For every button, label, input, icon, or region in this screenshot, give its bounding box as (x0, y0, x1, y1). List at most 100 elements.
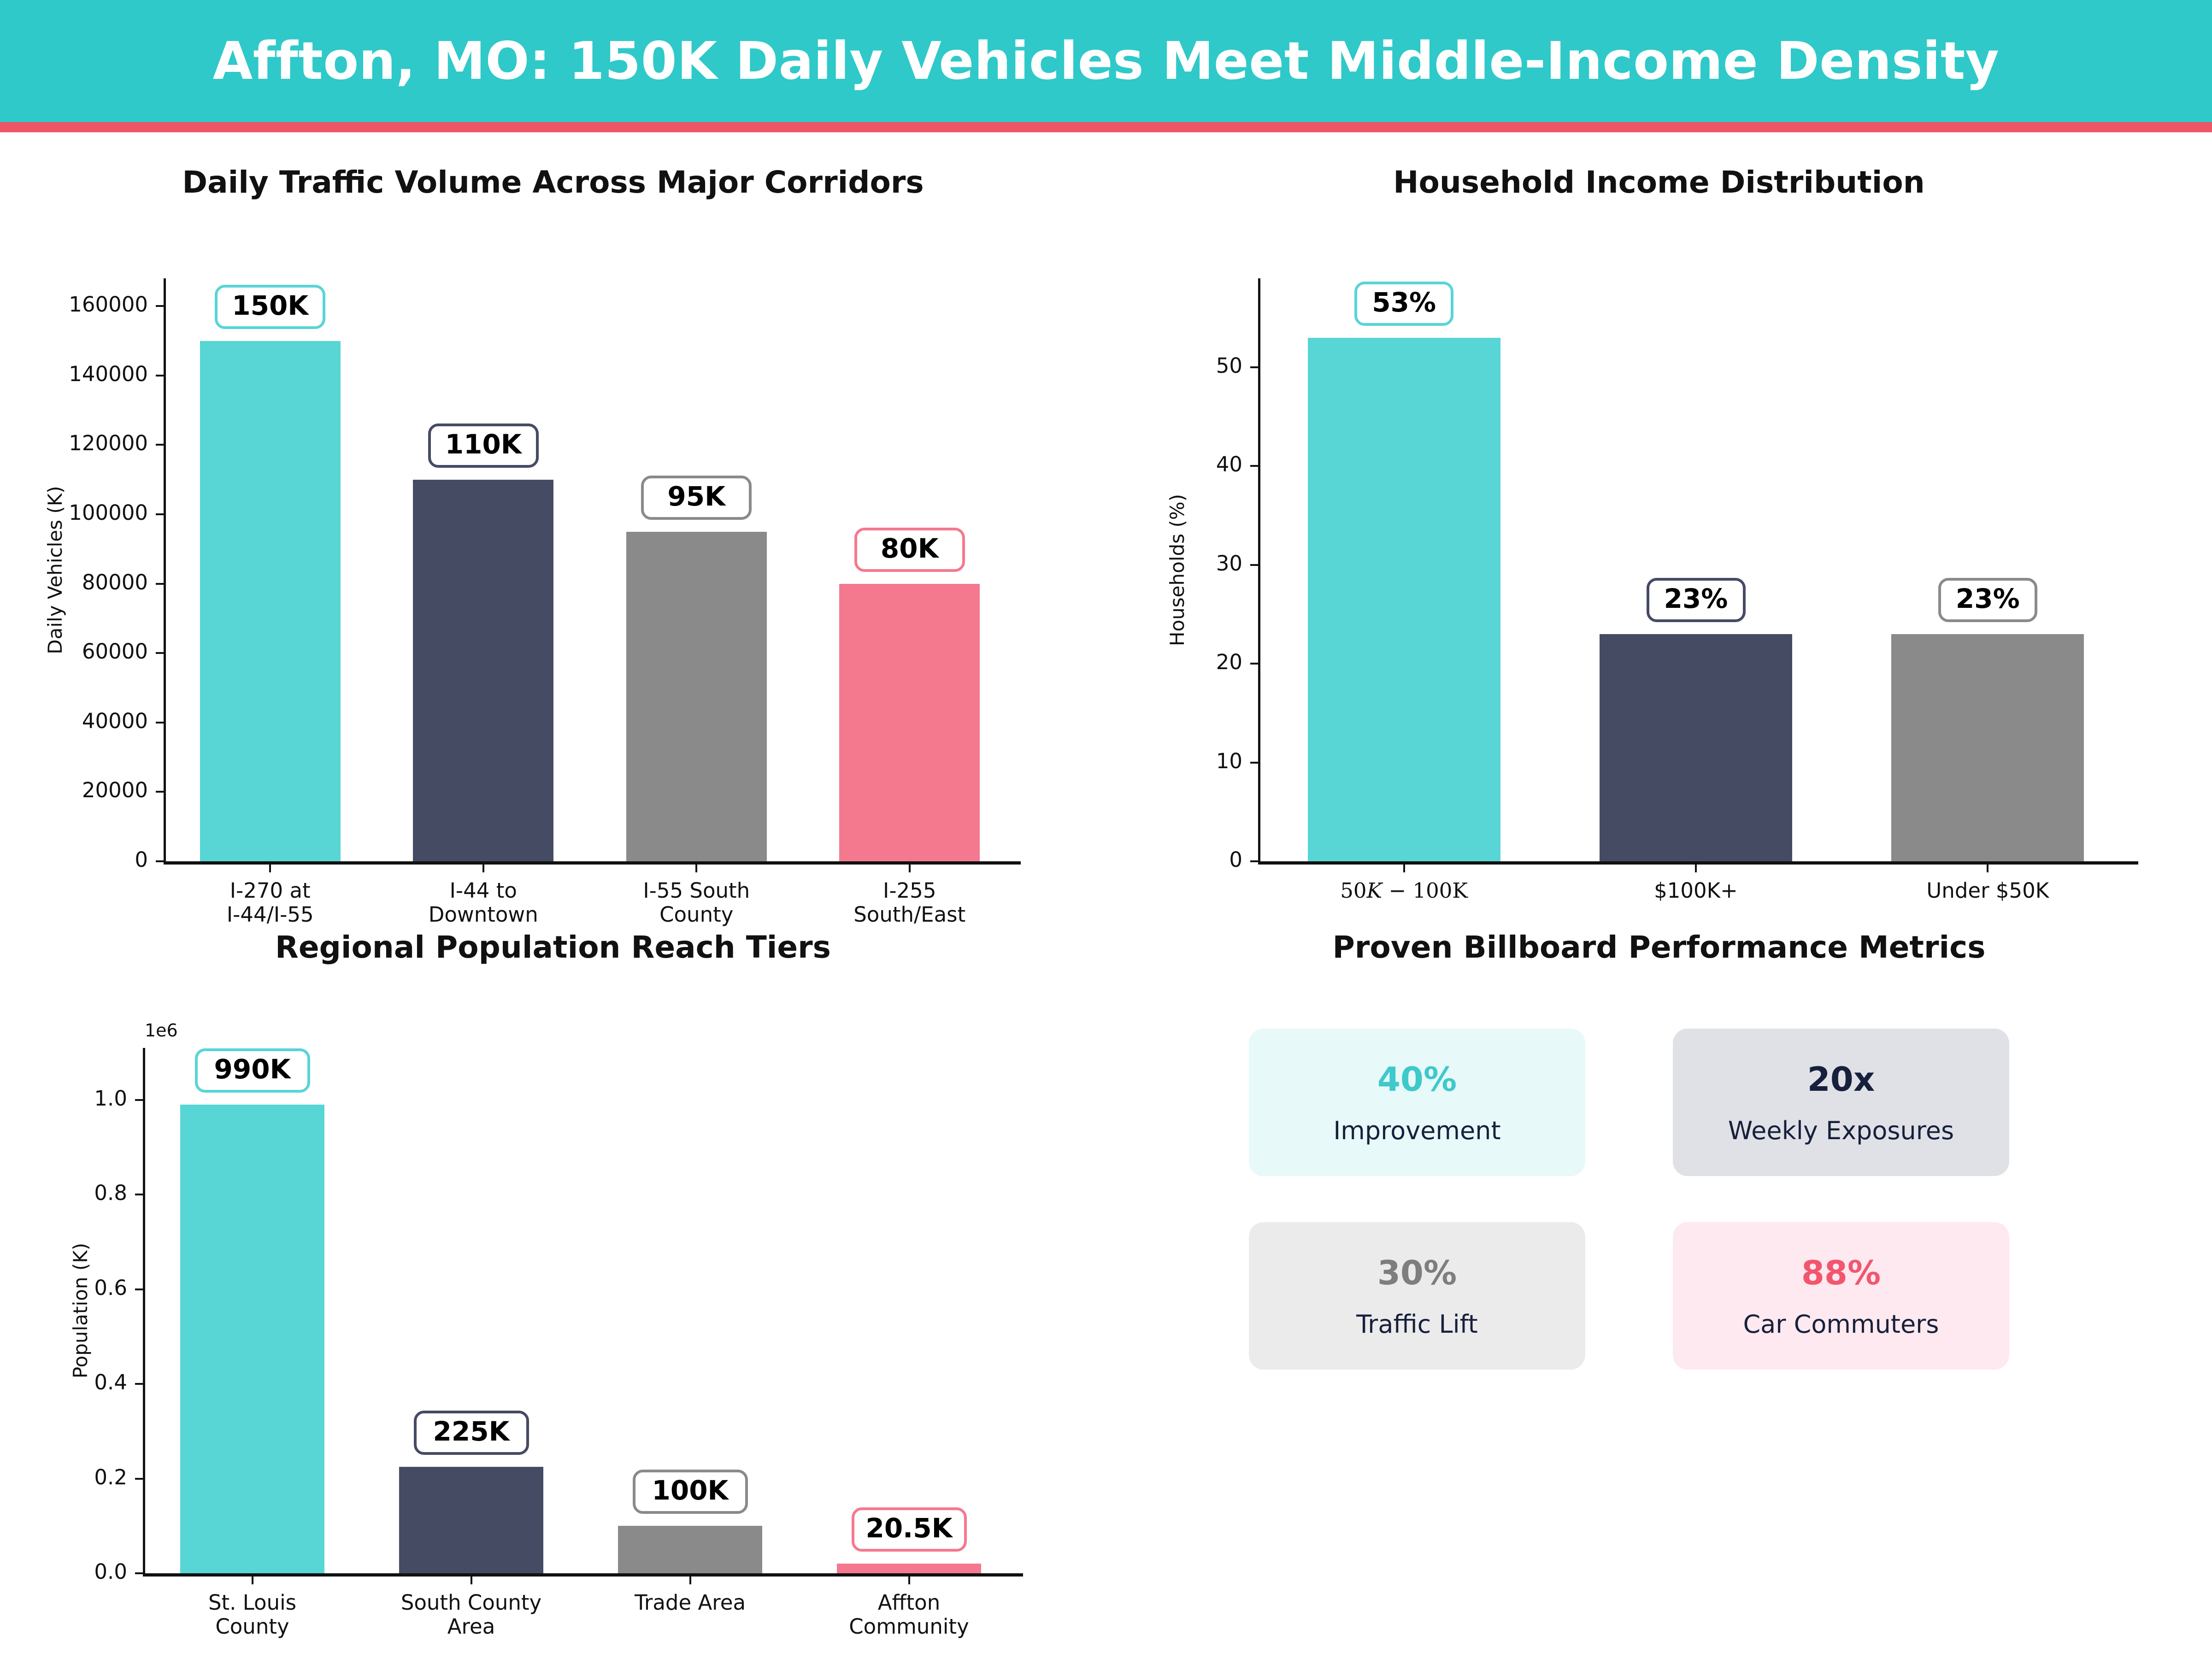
x-axis-line (143, 1573, 1023, 1577)
x-tick-mark (1987, 865, 1989, 872)
bar-value-badge: 80K (854, 527, 965, 572)
y-tick-mark (156, 305, 164, 307)
panel-household-income: Household Income Distribution Households… (1106, 146, 2212, 911)
y-tick-mark (135, 1194, 143, 1196)
y-tick-mark (156, 513, 164, 516)
panel-title-population-reach: Regional Population Reach Tiers (275, 930, 831, 965)
bar-value-badge: 23% (1938, 577, 2037, 622)
y-tick-mark (156, 652, 164, 654)
panel-title-performance-metrics: Proven Billboard Performance Metrics (1332, 930, 1986, 965)
y-tick-label: 10 (1216, 748, 1242, 773)
y-tick-mark (156, 791, 164, 793)
x-tick-mark (470, 1577, 472, 1584)
y-axis-line (143, 1048, 145, 1573)
x-tick-mark (269, 865, 271, 872)
x-axis-line (1258, 861, 2138, 865)
x-tick-label: South County Area (400, 1590, 542, 1639)
y-tick-mark (1250, 366, 1258, 368)
bar (626, 531, 767, 861)
x-tick-mark (908, 1577, 910, 1584)
y-tick-label: 0.6 (94, 1275, 127, 1300)
bar (836, 1563, 982, 1573)
bar-value-badge: 990K (194, 1048, 310, 1093)
y-tick-mark (156, 582, 164, 585)
y-tick-label: 80000 (82, 570, 148, 594)
y-tick-label: 140000 (69, 361, 148, 386)
metric-label: Traffic Lift (1356, 1309, 1478, 1339)
y-axis-title: Population (K) (69, 1242, 92, 1379)
metric-card[interactable]: 30% Traffic Lift (1249, 1222, 1585, 1370)
metric-card[interactable]: 88% Car Commuters (1673, 1222, 2009, 1370)
bar-value-badge: 150K (215, 284, 326, 329)
metric-label: Weekly Exposures (1728, 1116, 1954, 1145)
metric-card-grid: 40% Improvement 20x Weekly Exposures 30% Traf… (1249, 1029, 2074, 1462)
page-title: Affton, MO: 150K Daily Vehicles Meet Mid… (212, 31, 2000, 91)
y-tick-label: 30 (1216, 551, 1242, 576)
bar (200, 341, 341, 861)
x-tick-mark (908, 865, 911, 872)
bar (1891, 634, 2084, 861)
panel-daily-traffic: Daily Traffic Volume Across Major Corrid… (0, 146, 1106, 926)
x-tick-label: I-255 South/East (853, 878, 966, 927)
y-tick-mark (135, 1099, 143, 1101)
metric-value: 88% (1801, 1253, 1881, 1292)
metric-label: Improvement (1333, 1116, 1501, 1145)
y-tick-label: 1.0 (94, 1086, 127, 1111)
y-tick-mark (135, 1383, 143, 1385)
y-axis-line (164, 278, 166, 861)
x-tick-label: Under $50K (1926, 878, 2049, 903)
bar (1600, 634, 1792, 861)
bar-value-badge: 95K (641, 475, 752, 520)
metric-value: 40% (1377, 1059, 1457, 1099)
x-tick-label: I-55 South County (643, 878, 750, 927)
y-tick-mark (1250, 663, 1258, 665)
bar (399, 1466, 544, 1573)
metric-card[interactable]: 40% Improvement (1249, 1029, 1585, 1176)
bar-value-badge: 110K (428, 423, 539, 468)
x-tick-label: I-44 to Downtown (428, 878, 538, 927)
y-tick-mark (1250, 465, 1258, 467)
y-tick-mark (1250, 564, 1258, 566)
bar (413, 479, 554, 861)
y-tick-label: 20000 (82, 778, 148, 803)
y-tick-label: 60000 (82, 639, 148, 664)
y-tick-mark (135, 1477, 143, 1480)
y-tick-mark (135, 1288, 143, 1290)
bar (618, 1526, 763, 1573)
y-tick-mark (156, 444, 164, 446)
y-tick-label: 0 (135, 847, 148, 872)
bar (180, 1105, 325, 1573)
panel-title-household-income: Household Income Distribution (1393, 165, 1925, 200)
x-tick-mark (689, 1577, 691, 1584)
y-tick-mark (156, 721, 164, 724)
x-tick-mark (1695, 865, 1697, 872)
x-tick-label: St. Louis County (208, 1590, 297, 1639)
metric-card[interactable]: 20x Weekly Exposures (1673, 1029, 2009, 1176)
header-banner: Affton, MO: 150K Daily Vehicles Meet Mid… (0, 0, 2212, 122)
y-tick-mark (135, 1572, 143, 1574)
bar-value-badge: 20.5K (851, 1507, 967, 1552)
y-tick-label: 0.8 (94, 1181, 127, 1206)
y-tick-label: 120000 (69, 431, 148, 456)
y-tick-mark (156, 374, 164, 377)
x-tick-mark (1403, 865, 1405, 872)
y-axis-line (1258, 278, 1260, 861)
x-tick-mark (482, 865, 484, 872)
y-tick-mark (156, 860, 164, 862)
metric-label: Car Commuters (1743, 1309, 1939, 1339)
y-tick-label: 0 (1229, 847, 1242, 872)
bar-value-badge: 23% (1646, 577, 1746, 622)
y-axis-offset-label: 1e6 (145, 1020, 178, 1041)
y-tick-mark (1250, 761, 1258, 764)
x-axis-line (164, 861, 1021, 865)
x-tick-mark (251, 1577, 253, 1584)
y-tick-mark (1250, 860, 1258, 862)
bar-value-badge: 225K (413, 1410, 529, 1455)
y-tick-label: 160000 (69, 292, 148, 317)
bar-value-badge: 100K (632, 1470, 748, 1514)
y-tick-label: 40000 (82, 708, 148, 733)
panel-performance-metrics: Proven Billboard Performance Metrics 40%… (1106, 911, 2212, 1658)
y-tick-label: 0.4 (94, 1370, 127, 1395)
dashboard-grid: Daily Traffic Volume Across Major Corrid… (0, 132, 2212, 1659)
x-tick-label: $100K+ (1654, 878, 1738, 903)
